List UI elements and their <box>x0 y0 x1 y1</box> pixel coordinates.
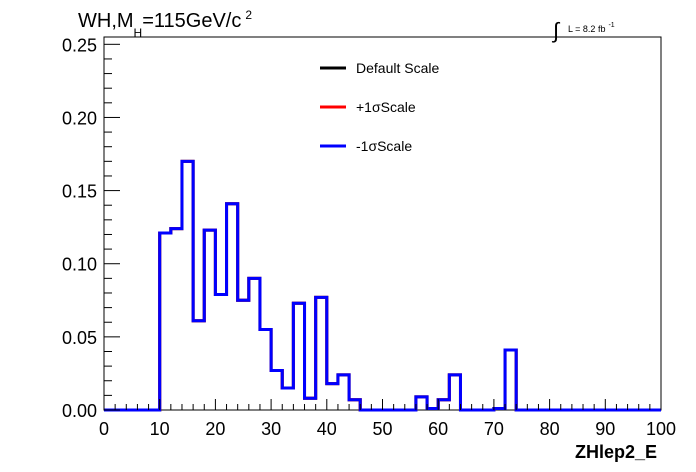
x-tick-label: 40 <box>317 419 337 439</box>
y-tick-label: 0.10 <box>62 255 97 275</box>
x-tick-label: 20 <box>205 419 225 439</box>
series-layer <box>104 159 661 412</box>
plot-frame <box>103 36 662 411</box>
y-tick-label: 0.00 <box>62 401 97 421</box>
legend-label: Default Scale <box>356 60 439 76</box>
integral-symbol: ∫ <box>551 18 561 43</box>
y-tick-label: 0.25 <box>62 35 97 55</box>
legend-label: +1σScale <box>356 99 416 115</box>
luminosity-label: ∫ L = 8.2 fb -1 <box>551 18 615 43</box>
x-tick-label: 60 <box>428 419 448 439</box>
series-line-1 <box>104 159 661 412</box>
y-tick-label: 0.15 <box>62 182 97 202</box>
x-tick-label: 50 <box>372 419 392 439</box>
y-tick-label: 0.20 <box>62 108 97 128</box>
x-tick-label: 90 <box>595 419 615 439</box>
x-tick-label: 80 <box>540 419 560 439</box>
series-line-0 <box>104 159 661 412</box>
legend-label: -1σScale <box>356 138 412 154</box>
series-line-2 <box>104 159 661 412</box>
chart-title: WH,MH=115GeV/c 2 <box>78 8 252 40</box>
axes-layer: 0 10 20 30 40 50 60 70 80 90 100 0.00 0.05 0.10 0.15 0.… <box>62 35 676 439</box>
x-tick-label: 30 <box>261 419 281 439</box>
legend: Default Scale +1σScale -1σScale <box>320 60 439 154</box>
x-tick-label: 100 <box>646 419 676 439</box>
luminosity-text: L = 8.2 fb -1 <box>568 22 615 34</box>
y-tick-label: 0.05 <box>62 328 97 348</box>
x-tick-label: 70 <box>484 419 504 439</box>
x-tick-label: 0 <box>99 419 109 439</box>
x-tick-label: 10 <box>150 419 170 439</box>
x-axis-label: ZHlep2_E <box>575 442 657 462</box>
